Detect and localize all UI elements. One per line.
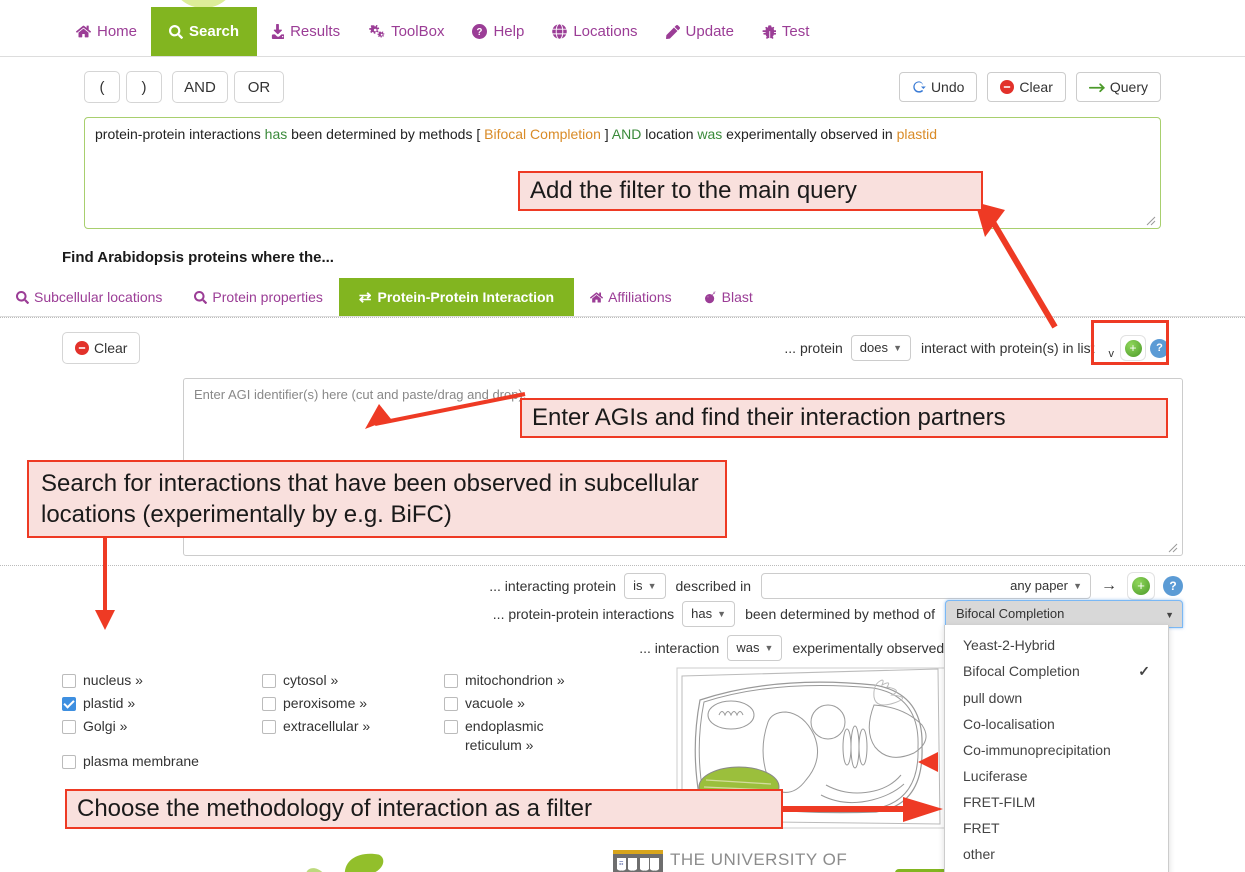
svg-text:?: ? [477,27,483,38]
svg-text:☶: ☶ [619,861,624,867]
